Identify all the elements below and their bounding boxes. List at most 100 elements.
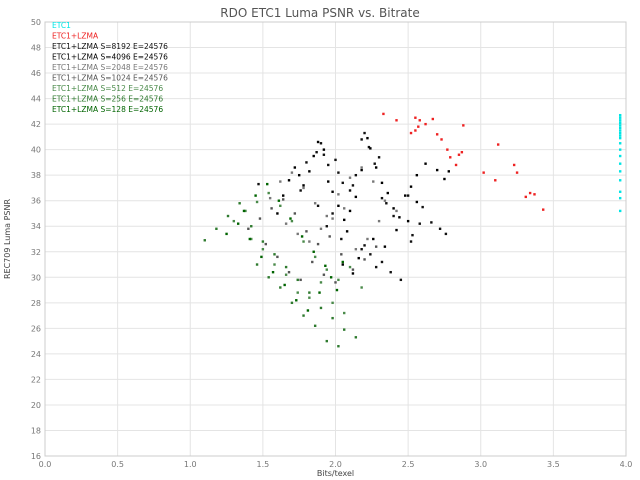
legend-entry: ETC1+LZMA <box>52 32 99 41</box>
data-point <box>266 182 269 186</box>
y-tick-label: 18 <box>31 426 41 435</box>
data-point <box>325 214 328 218</box>
data-point <box>308 296 311 299</box>
data-point <box>300 235 304 238</box>
data-point <box>325 225 328 228</box>
data-point <box>618 116 622 119</box>
data-point <box>322 148 326 151</box>
data-point <box>340 253 343 256</box>
data-point <box>254 194 257 197</box>
data-point <box>380 181 384 185</box>
data-point <box>369 253 372 256</box>
data-point <box>293 212 297 215</box>
data-point <box>462 124 465 127</box>
data-point <box>308 240 311 243</box>
data-point <box>515 171 519 174</box>
data-point <box>363 244 366 247</box>
data-point <box>367 145 371 149</box>
x-tick-label: 2.5 <box>402 460 415 469</box>
data-point <box>270 207 273 210</box>
data-point <box>395 209 398 213</box>
data-point <box>306 309 310 312</box>
data-point <box>389 270 392 274</box>
data-point <box>316 204 320 208</box>
data-point <box>351 184 355 187</box>
data-point <box>308 291 311 294</box>
data-point <box>242 209 246 213</box>
data-point <box>618 126 622 130</box>
data-point <box>296 291 299 294</box>
data-point <box>329 276 333 279</box>
data-point <box>248 237 252 241</box>
data-point <box>386 191 389 195</box>
data-point <box>305 230 308 233</box>
data-point <box>295 299 298 302</box>
data-point <box>287 179 291 182</box>
data-point <box>618 119 622 122</box>
data-point <box>438 227 442 230</box>
data-point <box>354 248 358 251</box>
data-point <box>250 237 253 241</box>
data-point <box>383 245 387 248</box>
y-tick-label: 34 <box>31 222 41 231</box>
data-point <box>443 177 446 181</box>
x-tick-label: 3.5 <box>547 460 560 469</box>
data-point <box>302 314 305 317</box>
legend-entry: ETC1 <box>52 21 71 30</box>
data-point <box>618 113 622 117</box>
data-point <box>618 124 622 127</box>
data-point <box>348 265 352 269</box>
data-point <box>325 268 328 271</box>
data-point <box>618 121 622 125</box>
data-point <box>319 142 323 145</box>
data-point <box>542 208 545 211</box>
y-tick-label: 16 <box>31 452 41 461</box>
data-point <box>319 306 323 310</box>
data-point <box>258 217 262 220</box>
data-point <box>318 291 321 294</box>
data-point <box>226 214 230 218</box>
data-point <box>528 191 532 195</box>
data-point <box>618 148 622 151</box>
plot-area-border <box>44 21 627 457</box>
data-point <box>446 148 449 151</box>
data-point <box>618 162 622 165</box>
data-point <box>331 316 334 320</box>
data-point <box>341 260 344 264</box>
data-point <box>618 129 622 132</box>
data-point <box>414 116 417 119</box>
data-point <box>312 250 315 253</box>
data-point <box>250 225 253 228</box>
y-tick-label: 48 <box>31 44 41 53</box>
data-point <box>290 171 294 174</box>
data-point <box>618 154 622 158</box>
data-point <box>273 253 276 256</box>
x-tick-label: 0.0 <box>39 460 52 469</box>
data-point <box>354 173 358 177</box>
data-point <box>457 153 461 156</box>
data-point <box>232 219 236 223</box>
x-tick-label: 1.0 <box>184 460 197 469</box>
data-point <box>247 227 250 230</box>
data-point <box>399 278 403 282</box>
data-point <box>382 112 385 116</box>
data-point <box>496 143 500 146</box>
data-point <box>512 163 516 167</box>
data-point <box>316 140 320 144</box>
data-point <box>337 345 340 348</box>
data-point <box>360 168 363 172</box>
data-point <box>354 195 358 199</box>
data-point <box>431 117 435 121</box>
data-point <box>271 270 275 274</box>
data-point <box>460 151 464 154</box>
data-point <box>418 222 421 225</box>
data-point <box>348 209 352 213</box>
data-point <box>348 189 352 192</box>
data-point <box>351 272 355 275</box>
x-tick-label: 4.0 <box>620 460 633 469</box>
data-point <box>302 186 305 190</box>
data-point <box>337 278 340 282</box>
data-point <box>316 242 320 246</box>
data-point <box>282 194 285 197</box>
